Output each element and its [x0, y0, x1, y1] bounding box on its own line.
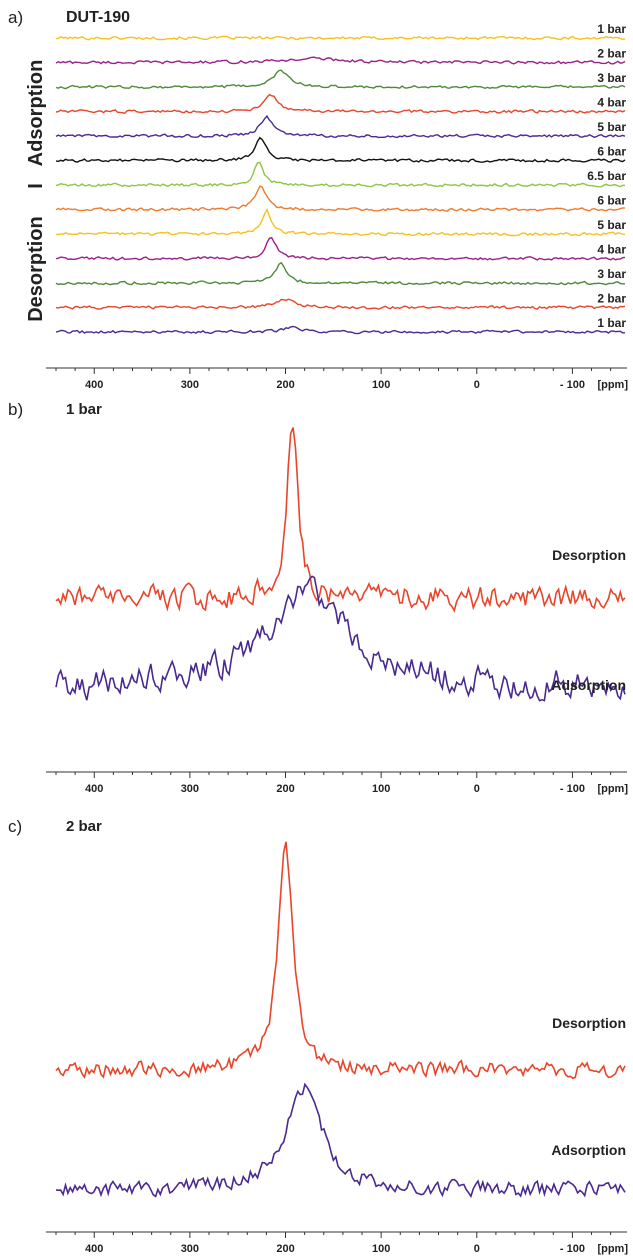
panel-b: b) 1 bar Desorption Adsorption 400 300 200 1…: [8, 400, 628, 795]
panel-a-trace: [55, 35, 626, 41]
panel-a-trace: [55, 298, 626, 310]
panel-c-series-label: Desorption: [552, 1015, 626, 1031]
panel-a-trace: [55, 207, 626, 237]
panel-a-trace: [55, 93, 626, 114]
panel-b-x-axis: 400 300 200 100 0 - 100 [ppm]: [46, 771, 628, 795]
panel-a-x-axis: 400 300 200 100 0 - 100 [ppm]: [46, 367, 628, 391]
panel-a-tick-label: 400: [85, 379, 103, 391]
panel-c-trace: [55, 1082, 626, 1199]
panel-a-series-label: 6.5 bar: [587, 169, 626, 183]
panel-a-series-label: 4 bar: [597, 96, 626, 110]
panel-c-tick-label: 400: [85, 1243, 103, 1255]
panel-c-letter: c): [8, 817, 22, 836]
panel-a-tick-label: 300: [181, 379, 199, 391]
panel-b-trace: [55, 575, 626, 702]
panel-b-letter: b): [8, 400, 23, 419]
panel-a-series-label: 5 bar: [597, 120, 626, 134]
panel-a-series-label: 3 bar: [597, 267, 626, 281]
panel-b-traces: Desorption Adsorption: [55, 427, 626, 702]
desorption-side-label: Desorption: [25, 216, 47, 322]
panel-a-tick-label: 100: [372, 379, 390, 391]
panel-a-tick-label: 0: [474, 379, 480, 391]
panel-c-title: 2 bar: [66, 818, 102, 835]
panel-a-series-label: 2 bar: [597, 292, 626, 306]
panel-b-x-axis-label: [ppm]: [597, 783, 628, 795]
panel-a-title: DUT-190: [66, 9, 130, 26]
panel-b-tick-label: 100: [372, 783, 390, 795]
panel-c-trace: [55, 841, 626, 1080]
panel-c-tick-label: 100: [372, 1243, 390, 1255]
panel-a-trace: [55, 161, 626, 188]
panel-a-trace: [55, 56, 626, 65]
panel-a-tick-label: 200: [276, 379, 294, 391]
panel-a-traces: 1 bar 2 bar 3 bar 4 bar 5 bar 6 bar 6.5 bar 6 b…: [55, 22, 626, 335]
panel-a-series-label: 3 bar: [597, 71, 626, 85]
panel-b-tick-label: 0: [474, 783, 480, 795]
panel-a-letter: a): [8, 8, 23, 27]
panel-c-traces: Desorption Adsorption: [55, 841, 626, 1199]
panel-a-trace: [55, 136, 626, 163]
panel-a-trace: [55, 185, 626, 212]
panel-a-trace: [55, 325, 625, 335]
panel-b-series-label: Desorption: [552, 547, 626, 563]
panel-a-series-label: 5 bar: [597, 218, 626, 232]
separator-side-label: I: [25, 183, 47, 189]
panel-a: a) DUT-190 Adsorption I Desorption 1 bar…: [8, 8, 628, 391]
panel-a-x-axis-label: [ppm]: [597, 379, 628, 391]
panel-c-tick-label: - 100: [560, 1243, 585, 1255]
panel-a-trace: [55, 69, 626, 90]
panel-b-series-label: Adsorption: [551, 677, 626, 693]
panel-a-trace: [55, 114, 626, 139]
panel-a-tick-label: - 100: [560, 379, 585, 391]
panel-b-tick-label: 200: [276, 783, 294, 795]
panel-c-x-axis: 400 300 200 100 0 - 100 [ppm]: [46, 1231, 628, 1255]
panel-c-x-axis-label: [ppm]: [597, 1243, 628, 1255]
panel-a-series-label: 6 bar: [597, 145, 626, 159]
panel-c-tick-label: 200: [276, 1243, 294, 1255]
panel-b-trace: [55, 427, 626, 613]
panel-c-tick-label: 0: [474, 1243, 480, 1255]
panel-b-tick-label: 300: [181, 783, 199, 795]
adsorption-side-label: Adsorption: [25, 60, 47, 167]
panel-b-tick-label: - 100: [560, 783, 585, 795]
panel-c-tick-label: 300: [181, 1243, 199, 1255]
panel-c-series-label: Adsorption: [551, 1142, 626, 1158]
panel-a-trace: [55, 236, 626, 261]
panel-a-series-label: 2 bar: [597, 47, 626, 61]
panel-c: c) 2 bar Desorption Adsorption 400 300 200 1…: [8, 817, 628, 1255]
panel-a-trace: [55, 261, 625, 286]
panel-b-title: 1 bar: [66, 401, 102, 418]
panel-a-series-label: 1 bar: [597, 316, 626, 330]
panel-a-series-label: 4 bar: [597, 243, 626, 257]
panel-a-series-label: 6 bar: [597, 194, 626, 208]
panel-b-tick-label: 400: [85, 783, 103, 795]
panel-a-series-label: 1 bar: [597, 22, 626, 36]
